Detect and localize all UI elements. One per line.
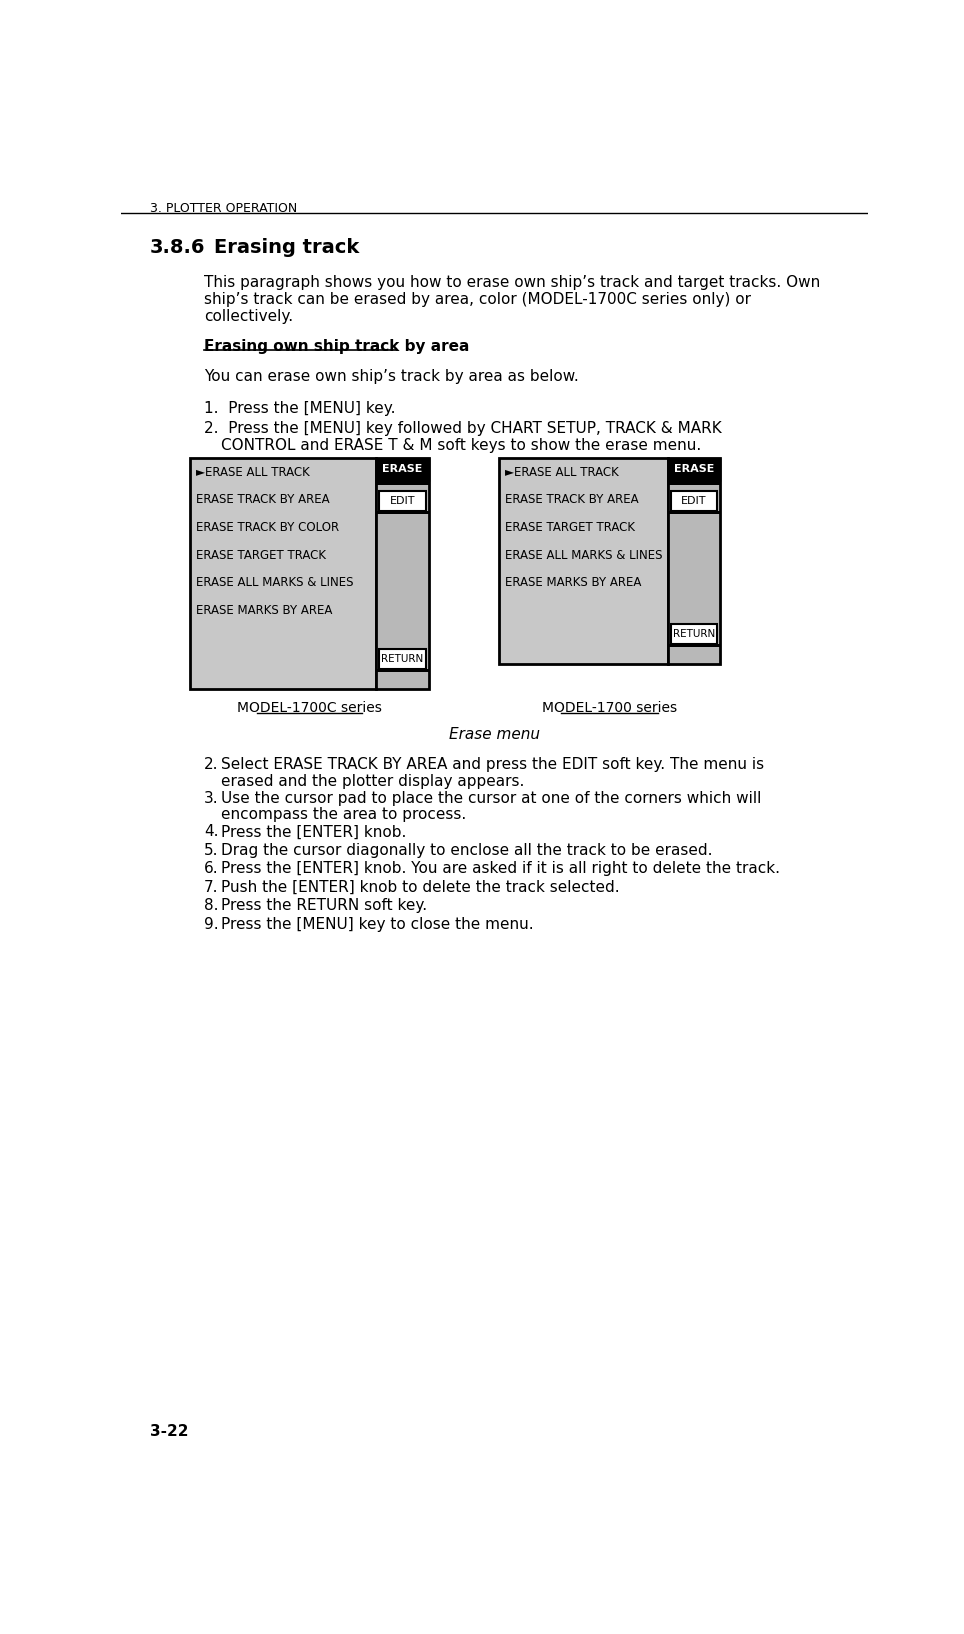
Text: 8.: 8. — [204, 899, 219, 913]
Text: 3.8.6: 3.8.6 — [150, 239, 205, 258]
Text: Erase menu: Erase menu — [448, 727, 540, 742]
Text: 2.: 2. — [204, 757, 219, 771]
Text: ERASE MARKS BY AREA: ERASE MARKS BY AREA — [505, 577, 641, 590]
Bar — [376, 511, 429, 515]
Text: Use the cursor pad to place the cursor at one of the corners which will: Use the cursor pad to place the cursor a… — [222, 791, 762, 806]
Bar — [671, 490, 717, 511]
Text: Press the [ENTER] knob. You are asked if it is all right to delete the track.: Press the [ENTER] knob. You are asked if… — [222, 861, 780, 876]
Text: ERASE MARKS BY AREA: ERASE MARKS BY AREA — [197, 605, 333, 618]
Text: ERASE TRACK BY COLOR: ERASE TRACK BY COLOR — [197, 521, 339, 534]
Bar — [671, 624, 717, 644]
Text: ►ERASE ALL TRACK: ►ERASE ALL TRACK — [505, 466, 619, 479]
Text: Erasing track: Erasing track — [213, 239, 359, 258]
Text: ERASE TRACK BY AREA: ERASE TRACK BY AREA — [505, 493, 638, 507]
Bar — [380, 490, 426, 511]
Text: Push the [ENTER] knob to delete the track selected.: Push the [ENTER] knob to delete the trac… — [222, 879, 620, 895]
Text: ERASE TARGET TRACK: ERASE TARGET TRACK — [505, 521, 635, 534]
Text: ERASE: ERASE — [383, 464, 423, 474]
Bar — [376, 458, 429, 480]
Text: RETURN: RETURN — [382, 654, 424, 663]
Text: encompass the area to process.: encompass the area to process. — [222, 807, 467, 822]
Text: CONTROL and ERASE T & M soft keys to show the erase menu.: CONTROL and ERASE T & M soft keys to sho… — [222, 438, 702, 453]
Bar — [668, 458, 720, 480]
Text: ERASE TRACK BY AREA: ERASE TRACK BY AREA — [197, 493, 330, 507]
Text: MODEL-1700 series: MODEL-1700 series — [542, 701, 677, 716]
Bar — [190, 458, 376, 690]
Bar — [498, 458, 668, 665]
Text: 2.  Press the [MENU] key followed by CHART SETUP, TRACK & MARK: 2. Press the [MENU] key followed by CHAR… — [204, 422, 722, 436]
Text: ship’s track can be erased by area, color (MODEL-1700C series only) or: ship’s track can be erased by area, colo… — [204, 291, 751, 307]
Bar — [668, 480, 720, 485]
Bar — [668, 644, 720, 647]
Text: 5.: 5. — [204, 843, 219, 858]
Text: 3.: 3. — [204, 791, 219, 806]
Text: ERASE: ERASE — [674, 464, 714, 474]
Text: ►ERASE ALL TRACK: ►ERASE ALL TRACK — [197, 466, 310, 479]
Bar — [668, 511, 720, 515]
Text: 1.  Press the [MENU] key.: 1. Press the [MENU] key. — [204, 400, 395, 417]
Text: ERASE ALL MARKS & LINES: ERASE ALL MARKS & LINES — [197, 577, 354, 590]
Text: Drag the cursor diagonally to enclose all the track to be erased.: Drag the cursor diagonally to enclose al… — [222, 843, 712, 858]
Bar — [376, 668, 429, 672]
Text: Erasing own ship track by area: Erasing own ship track by area — [204, 340, 469, 355]
Bar — [376, 480, 429, 485]
Text: RETURN: RETURN — [673, 629, 715, 639]
Text: erased and the plotter display appears.: erased and the plotter display appears. — [222, 773, 524, 789]
Text: EDIT: EDIT — [682, 497, 707, 507]
Bar — [668, 458, 720, 665]
Text: 3. PLOTTER OPERATION: 3. PLOTTER OPERATION — [150, 203, 297, 216]
Text: ERASE ALL MARKS & LINES: ERASE ALL MARKS & LINES — [505, 549, 662, 562]
Text: collectively.: collectively. — [204, 309, 293, 324]
Text: 6.: 6. — [204, 861, 219, 876]
Text: MODEL-1700C series: MODEL-1700C series — [237, 701, 382, 716]
Bar — [376, 458, 429, 690]
Text: EDIT: EDIT — [389, 497, 415, 507]
Bar — [380, 649, 426, 668]
Text: Press the [MENU] key to close the menu.: Press the [MENU] key to close the menu. — [222, 917, 534, 931]
Text: Select ERASE TRACK BY AREA and press the EDIT soft key. The menu is: Select ERASE TRACK BY AREA and press the… — [222, 757, 764, 771]
Text: 4.: 4. — [204, 825, 219, 840]
Text: ERASE TARGET TRACK: ERASE TARGET TRACK — [197, 549, 327, 562]
Text: You can erase own ship’s track by area as below.: You can erase own ship’s track by area a… — [204, 369, 579, 384]
Text: Press the RETURN soft key.: Press the RETURN soft key. — [222, 899, 427, 913]
Text: 7.: 7. — [204, 879, 219, 895]
Text: 3-22: 3-22 — [150, 1423, 188, 1440]
Text: 9.: 9. — [204, 917, 219, 931]
Text: This paragraph shows you how to erase own ship’s track and target tracks. Own: This paragraph shows you how to erase ow… — [204, 275, 820, 289]
Text: Press the [ENTER] knob.: Press the [ENTER] knob. — [222, 825, 407, 840]
